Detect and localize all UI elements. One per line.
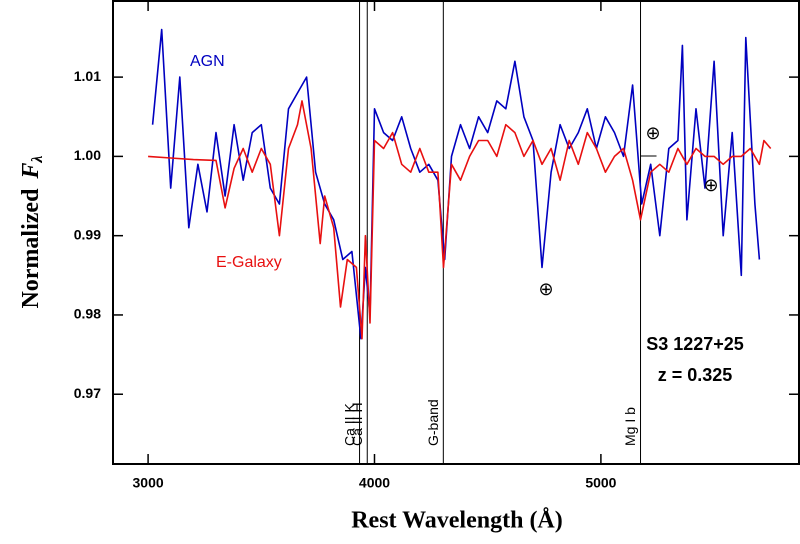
x-axis-label: Rest Wavelength (Å) [351,508,563,534]
x-tick-label: 5000 [585,475,616,491]
annotation: S3 1227+25 [646,334,744,354]
spectrum-line [148,100,772,340]
y-axis-label-text: Normalized [18,188,44,309]
feature-label: Ca II H [349,402,365,446]
annotation: ⊕ [703,175,718,195]
y-tick-label: 0.97 [74,385,101,401]
annotation: z = 0.325 [658,365,733,385]
annotation: ⊕ [645,123,660,143]
x-tick-label: 3000 [133,475,164,491]
feature-label: Ca II K [341,403,357,446]
plot-frame [112,0,800,465]
series-label: E-Galaxy [216,254,282,271]
y-axis-label: Normalized Fλ [18,155,46,308]
feature-label: G-band [425,399,441,446]
y-tick-label: 1.01 [74,68,101,84]
series-label: AGN [190,53,225,70]
spectrum-line [151,28,761,340]
annotation: ⊕ [538,279,553,299]
x-tick-label: 4000 [359,475,390,491]
y-tick-label: 0.98 [74,306,101,322]
feature-label: Mg I b [622,407,638,446]
y-axis-label-subscript: λ [29,155,46,163]
y-axis-label-symbol: F [18,163,44,180]
y-tick-label: 1.00 [74,147,101,163]
y-tick-label: 0.99 [74,226,101,242]
